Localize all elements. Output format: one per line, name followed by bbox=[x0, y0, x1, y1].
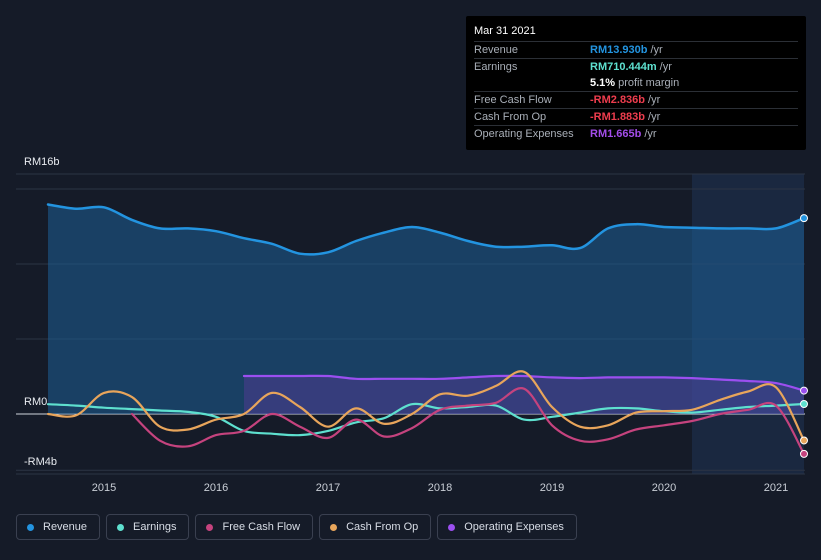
tooltip-label bbox=[474, 75, 590, 91]
tooltip-unit: profit margin bbox=[618, 77, 680, 89]
legend-item-cash-from-op[interactable]: Cash From Op bbox=[319, 514, 432, 540]
tooltip-value: RM13.930b bbox=[590, 44, 648, 56]
legend-dot-icon bbox=[27, 523, 34, 531]
tooltip-unit: /yr bbox=[648, 111, 661, 123]
x-tick-label: 2021 bbox=[764, 482, 788, 494]
tooltip-label: Revenue bbox=[474, 44, 519, 56]
x-tick-label: 2020 bbox=[652, 482, 676, 494]
tooltip-unit: /yr bbox=[648, 94, 661, 106]
legend-label: Free Cash Flow bbox=[222, 521, 301, 533]
series-end-point-cash-from-op bbox=[800, 436, 808, 445]
legend-dot-icon bbox=[117, 523, 125, 531]
series-end-point-free-cash-flow bbox=[800, 449, 808, 458]
x-tick-label: 2017 bbox=[316, 482, 340, 494]
tooltip-row-cash-from-op: Cash From Op -RM1.883b /yr bbox=[474, 108, 798, 125]
legend-item-revenue[interactable]: Revenue bbox=[16, 514, 101, 540]
tooltip-unit: /yr bbox=[650, 44, 663, 56]
x-tick-label: 2019 bbox=[540, 482, 564, 494]
tooltip-unit: /yr bbox=[644, 128, 657, 140]
series-area-revenue bbox=[48, 204, 804, 414]
tooltip-row-free-cash-flow: Free Cash Flow -RM2.836b /yr bbox=[474, 91, 798, 108]
x-tick-label: 2018 bbox=[428, 482, 452, 494]
y-axis-bottom-label: -RM4b bbox=[24, 456, 58, 468]
legend-item-operating-expenses[interactable]: Operating Expenses bbox=[437, 514, 577, 540]
legend-label: Revenue bbox=[43, 521, 88, 533]
tooltip-value: -RM1.883b bbox=[590, 111, 646, 123]
series-end-point-earnings bbox=[800, 400, 808, 409]
tooltip-label: Free Cash Flow bbox=[474, 94, 552, 106]
tooltip-value: RM710.444m bbox=[590, 61, 657, 73]
chart-legend: Revenue Earnings Free Cash Flow Cash Fro… bbox=[16, 514, 577, 542]
series-end-point-operating-expenses bbox=[800, 386, 808, 395]
legend-label: Cash From Op bbox=[346, 521, 419, 533]
legend-dot-icon bbox=[330, 523, 338, 531]
x-tick-label: 2015 bbox=[92, 482, 116, 494]
series-end-point-revenue bbox=[800, 214, 808, 223]
tooltip-row-profit-margin: 5.1% profit margin bbox=[474, 75, 798, 91]
tooltip-unit: /yr bbox=[659, 61, 672, 73]
tooltip-label: Cash From Op bbox=[474, 111, 547, 123]
tooltip-label: Earnings bbox=[474, 61, 518, 73]
tooltip-value: -RM2.836b bbox=[590, 94, 646, 106]
tooltip-row-revenue: Revenue RM13.930b /yr bbox=[474, 41, 798, 58]
x-tick-label: 2016 bbox=[204, 482, 228, 494]
legend-label: Operating Expenses bbox=[464, 521, 564, 533]
legend-dot-icon bbox=[206, 523, 214, 531]
tooltip-date: Mar 31 2021 bbox=[474, 25, 536, 37]
legend-item-free-cash-flow[interactable]: Free Cash Flow bbox=[195, 514, 314, 540]
y-axis-zero-label: RM0 bbox=[24, 396, 48, 408]
series-line-operating-expenses bbox=[242, 374, 806, 392]
y-axis-top-label: RM16b bbox=[24, 156, 60, 168]
legend-item-earnings[interactable]: Earnings bbox=[106, 514, 190, 540]
tooltip-row-earnings: Earnings RM710.444m /yr bbox=[474, 58, 798, 75]
series-line-earnings bbox=[46, 402, 806, 437]
series-line-free-cash-flow bbox=[130, 387, 806, 455]
series-area-operating-expenses bbox=[244, 375, 804, 414]
tooltip-value: 5.1% bbox=[590, 77, 616, 89]
tooltip-value: RM1.665b bbox=[590, 128, 642, 140]
legend-dot-icon bbox=[448, 523, 456, 531]
series-line-cash-from-op bbox=[46, 370, 806, 442]
data-tooltip: Mar 31 2021 Revenue RM13.930b /yr Earnin… bbox=[466, 16, 806, 150]
tooltip-label: Operating Expenses bbox=[474, 128, 574, 140]
legend-label: Earnings bbox=[133, 521, 177, 533]
series-line-revenue bbox=[46, 203, 806, 256]
tooltip-row-operating-expenses: Operating Expenses RM1.665b /yr bbox=[474, 125, 798, 142]
